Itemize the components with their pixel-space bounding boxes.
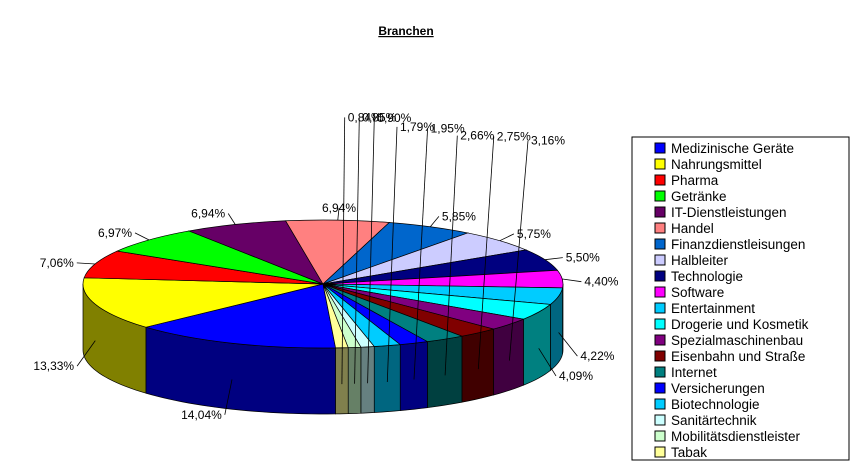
percent-label-entertainment: 4,22% — [580, 349, 614, 363]
legend-swatch-halbleiter — [654, 254, 666, 266]
legend-swatch-medizinische-geraete — [654, 142, 666, 154]
percent-label-internet: 2,66% — [460, 129, 494, 143]
legend-label-tabak: Tabak — [671, 445, 707, 460]
leader-versicherungen — [413, 128, 428, 380]
leader-software — [562, 278, 582, 283]
legend-swatch-finanzdienstleisungen — [654, 238, 666, 250]
percent-label-sanitaertechnik: 0,90% — [377, 111, 411, 125]
percent-label-nahrungsmittel: 13,33% — [33, 359, 74, 373]
percent-label-pharma: 7,06% — [40, 256, 74, 270]
legend-swatch-internet — [654, 366, 666, 378]
leader-halbleiter — [499, 233, 515, 242]
legend-swatch-versicherungen — [654, 382, 666, 394]
label-leaders — [76, 117, 582, 415]
legend-swatch-pharma — [654, 174, 666, 186]
legend-swatch-technologie — [654, 270, 666, 282]
legend-frame — [631, 136, 850, 461]
pie-slice-nahrungsmittel — [82, 277, 324, 328]
legend-swatch-handel — [654, 222, 666, 234]
leader-it-dienstleistungen — [227, 213, 236, 225]
leader-spezialmaschinenbau — [509, 140, 529, 361]
legend-swatch-tabak — [654, 446, 666, 458]
legend-label-internet: Internet — [671, 365, 717, 380]
legend-label-pharma: Pharma — [671, 173, 719, 188]
legend-swatch-sanitaertechnik — [654, 414, 666, 426]
percent-label-getraenke: 6,97% — [98, 226, 132, 240]
pie-slice-pharma — [83, 250, 324, 285]
leader-tabak — [341, 117, 346, 385]
pie-slice-medizinische-geraete — [144, 283, 336, 349]
leader-getraenke — [134, 232, 150, 241]
percent-label-drogerie-und-kosmetik: 4,09% — [559, 369, 593, 383]
pie-slice-getraenke — [115, 230, 324, 285]
legend-label-drogerie-und-kosmetik: Drogerie und Kosmetik — [671, 317, 809, 332]
legend-swatch-it-dienstleistungen — [654, 206, 666, 218]
pie-slice-it-dienstleistungen — [187, 220, 324, 285]
leader-medizinische-geraete — [224, 379, 233, 415]
legend-label-finanzdienstleisungen: Finanzdienstleisungen — [671, 237, 805, 252]
legend-label-biotechnologie: Biotechnologie — [671, 397, 760, 412]
legend-label-eisenbahn-und-strasse: Eisenbahn und Straße — [671, 349, 805, 364]
legend-swatch-software — [654, 286, 666, 298]
legend-label-versicherungen: Versicherungen — [671, 381, 765, 396]
leader-entertainment — [558, 332, 578, 357]
legend-label-spezialmaschinenbau: Spezialmaschinenbau — [671, 333, 803, 348]
legend-label-medizinische-geraete: Medizinische Geräte — [671, 141, 794, 156]
legend-label-mobilitaetsdienstleister: Mobilitätsdienstleister — [671, 429, 801, 444]
leader-sanitaertechnik — [367, 117, 375, 384]
legend-swatch-drogerie-und-kosmetik — [654, 318, 666, 330]
leader-drogerie-und-kosmetik — [538, 348, 557, 377]
leader-technologie — [544, 257, 563, 261]
legend-label-software: Software — [671, 285, 724, 300]
legend-swatch-getraenke — [654, 190, 666, 202]
legend-label-technologie: Technologie — [671, 269, 743, 284]
pie-tops — [82, 219, 564, 349]
percent-label-software: 4,40% — [584, 275, 618, 289]
percent-label-eisenbahn-und-strasse: 2,75% — [497, 130, 531, 144]
legend-swatch-eisenbahn-und-strasse — [654, 350, 666, 362]
legend-swatch-biotechnologie — [654, 398, 666, 410]
percent-label-finanzdienstleisungen: 5,85% — [442, 209, 476, 223]
percent-label-medizinische-geraete: 14,04% — [181, 408, 222, 422]
legend-label-handel: Handel — [671, 221, 714, 236]
legend-label-sanitaertechnik: Sanitärtechnik — [671, 413, 757, 428]
legend-label-halbleiter: Halbleiter — [671, 253, 729, 268]
legend-label-it-dienstleistungen: IT-Dienstleistungen — [671, 205, 787, 220]
legend-label-getraenke: Getränke — [671, 189, 727, 204]
percent-label-versicherungen: 1,95% — [431, 122, 465, 136]
legend-swatch-mobilitaetsdienstleister — [654, 430, 666, 442]
leader-eisenbahn-und-strasse — [477, 136, 495, 370]
pie-slice-handel — [285, 219, 391, 285]
chart-title: Branchen — [378, 24, 433, 38]
leader-internet — [444, 135, 458, 376]
legend-swatch-entertainment — [654, 302, 666, 314]
legend-swatch-nahrungsmittel — [654, 158, 666, 170]
pie-side-internet — [427, 335, 463, 409]
leader-biotechnologie — [386, 126, 398, 383]
leader-finanzdienstleisungen — [429, 216, 440, 228]
leader-mobilitaetsdienstleister — [354, 117, 360, 384]
percent-label-it-dienstleistungen: 6,94% — [191, 207, 225, 221]
leader-nahrungsmittel — [76, 340, 96, 367]
legend-label-entertainment: Entertainment — [671, 301, 755, 316]
leader-pharma — [76, 262, 96, 265]
leader-handel — [337, 208, 340, 221]
percent-label-biotechnologie: 1,79% — [400, 120, 434, 134]
percent-label-mobilitaetsdienstleister: 0,85% — [362, 111, 396, 125]
percent-label-spezialmaschinenbau: 3,16% — [531, 134, 565, 148]
pie-side-spezialmaschinenbau — [493, 318, 524, 396]
percent-label-tabak: 0,84% — [348, 110, 382, 124]
percent-labels: 14,04% 13,33% 7,06% 6,97% 6,94% 6,94% 5,85% 5,7… — [33, 110, 618, 421]
percent-label-technologie: 5,50% — [566, 251, 600, 265]
legend: Medizinische GeräteNahrungsmittelPharmaG… — [631, 136, 850, 461]
legend-swatch-spezialmaschinenbau — [654, 334, 666, 346]
legend-label-nahrungsmittel: Nahrungsmittel — [671, 157, 762, 172]
pie-side-eisenbahn-und-strasse — [461, 328, 494, 403]
percent-label-halbleiter: 5,75% — [517, 227, 551, 241]
percent-label-handel: 6,94% — [322, 201, 356, 215]
